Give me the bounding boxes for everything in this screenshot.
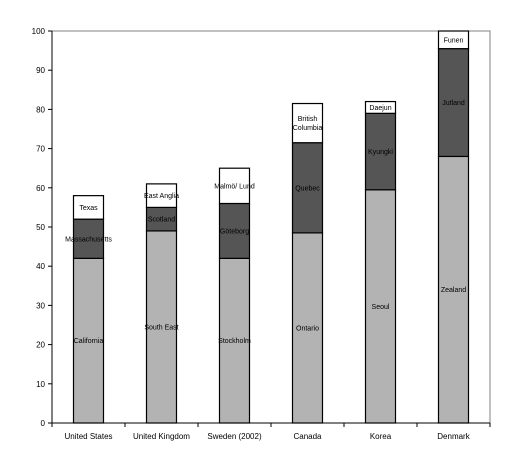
segment-label: Stockholm xyxy=(218,338,251,345)
y-tick-label: 100 xyxy=(32,27,46,36)
y-tick-label: 50 xyxy=(36,223,45,232)
segment-label: Texas xyxy=(79,205,98,212)
bar-segment xyxy=(291,232,324,424)
plot-area-frame xyxy=(51,30,491,424)
y-tick-label: 70 xyxy=(36,145,45,154)
bar-segment xyxy=(364,100,397,114)
segment-label: Daejun xyxy=(369,105,391,112)
y-tick-label: 10 xyxy=(36,380,45,389)
bar-segment xyxy=(145,230,178,424)
segment-label: California xyxy=(74,338,104,345)
segment-label: South East xyxy=(144,324,178,331)
bar-segment xyxy=(437,155,470,424)
y-tick-label: 30 xyxy=(36,301,45,310)
y-tick-label: 60 xyxy=(36,184,45,193)
y-tick-label: 90 xyxy=(36,66,45,75)
x-tick-label: United States xyxy=(64,432,112,441)
segment-label: East Anglia xyxy=(144,193,179,200)
segment-label: Malmö/ Lund xyxy=(214,183,255,190)
y-tick-label: 0 xyxy=(41,419,46,428)
y-tick-label: 80 xyxy=(36,105,45,114)
segment-label: Quebec xyxy=(295,185,320,192)
segment-label: Massachusetts xyxy=(65,236,112,243)
segment-label: British Columbia xyxy=(293,116,323,132)
segment-label: Kyungki xyxy=(368,149,393,156)
bar-segment xyxy=(218,202,251,259)
bars xyxy=(72,30,470,424)
x-tick-label: Denmark xyxy=(437,432,470,441)
segment-label: Jutland xyxy=(442,100,465,107)
segment-label: Funen xyxy=(444,37,464,44)
bar-segment xyxy=(145,183,178,209)
bar-segment xyxy=(437,48,470,158)
x-tick-label: Canada xyxy=(293,432,322,441)
x-tick-label: United Kingdom xyxy=(133,432,190,441)
bar-segment xyxy=(291,102,324,144)
segment-label: Zealand xyxy=(441,287,466,294)
segment-label: Seoul xyxy=(372,304,390,311)
bar-segment xyxy=(72,218,105,259)
segment-label: Göteborg xyxy=(220,228,249,235)
bar-segment xyxy=(364,112,397,191)
bar-segment xyxy=(437,30,470,50)
y-tick-label: 20 xyxy=(36,341,45,350)
segment-label: Scotland xyxy=(148,217,175,224)
segment-label: Ontario xyxy=(296,325,319,332)
bar-segment xyxy=(218,257,251,424)
bar-segment xyxy=(218,167,251,205)
x-tick-label: Korea xyxy=(370,432,392,441)
axes: 0 10 20 30 40 50 60 70 80 90 100 xyxy=(32,27,491,428)
x-tick-label: Sweden (2002) xyxy=(207,432,262,441)
labels: California Massachusetts Texas United State… xyxy=(64,37,470,441)
y-tick-label: 40 xyxy=(36,262,45,271)
bar-segment xyxy=(72,195,105,220)
